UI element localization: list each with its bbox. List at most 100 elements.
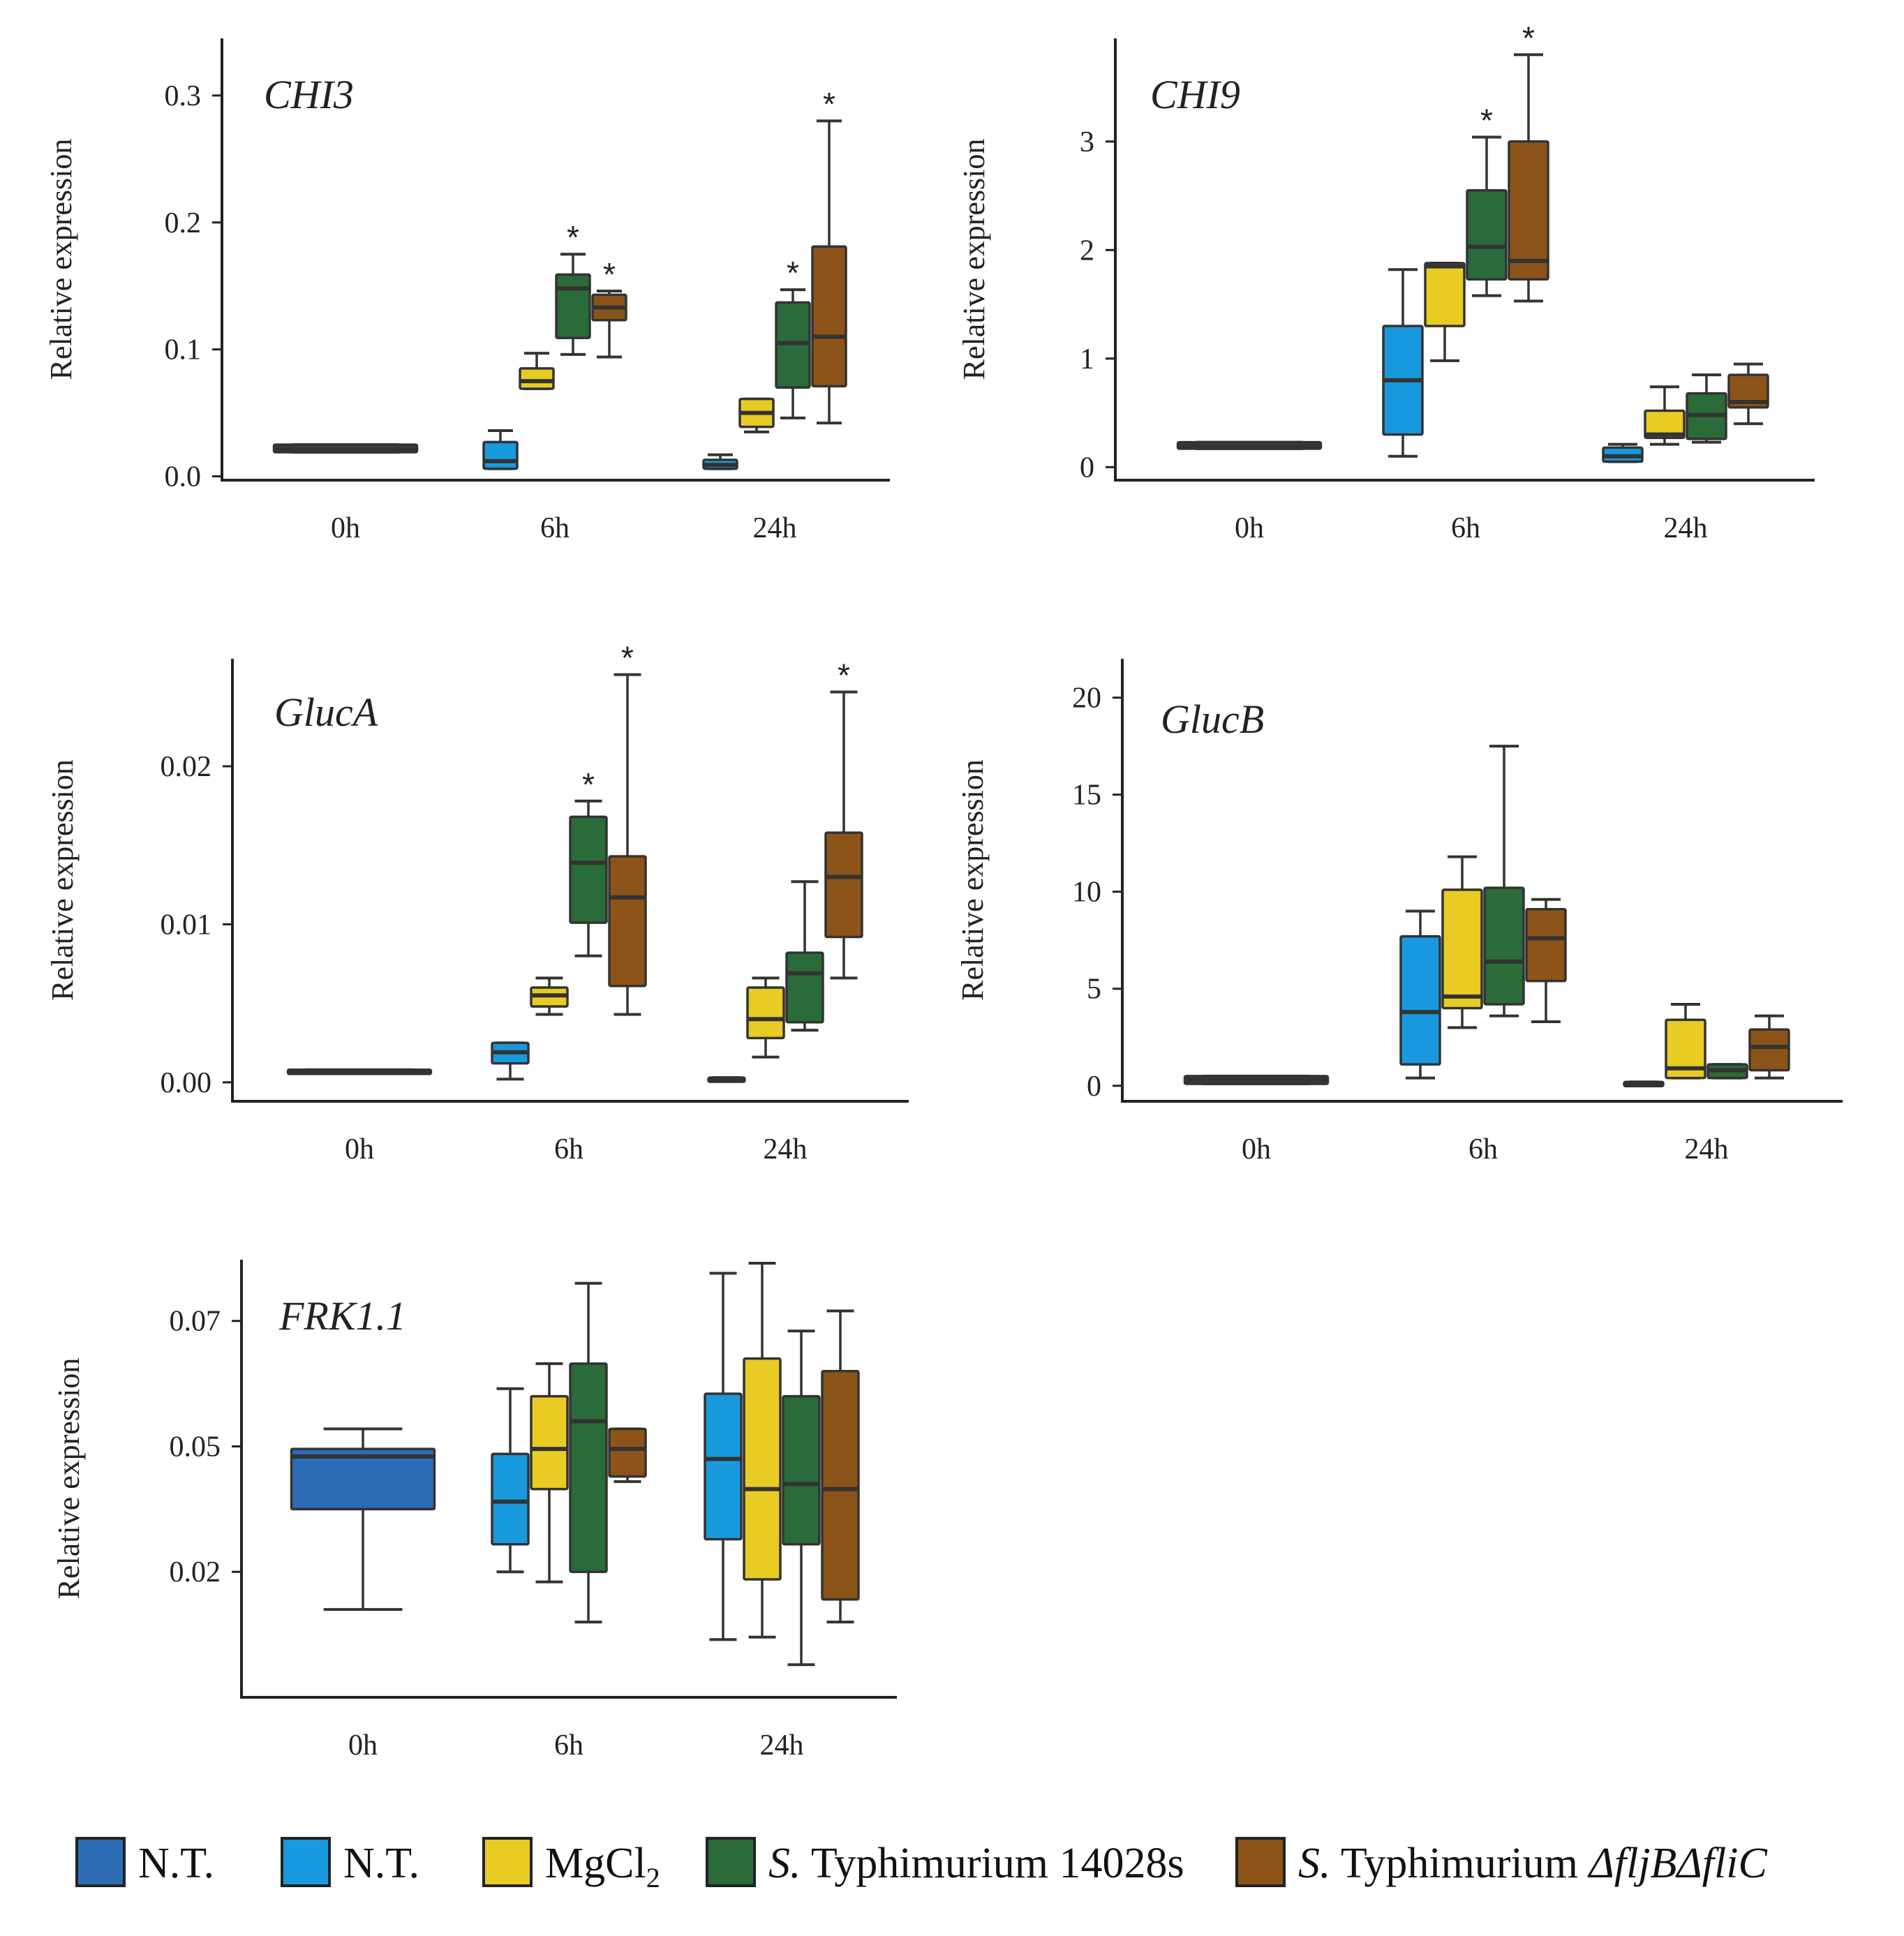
box-body [811, 245, 847, 388]
box-body [569, 1362, 608, 1573]
y-tick-label: 0 [1080, 452, 1094, 484]
legend-swatch [482, 1837, 533, 1887]
box-24h-st [785, 880, 824, 1032]
y-tick-label: 0 [1087, 1071, 1101, 1103]
y-tick-label: 15 [1072, 780, 1101, 812]
significance-star: * [582, 766, 595, 803]
box-6h-mut: * [608, 640, 647, 1016]
y-tick-label: 0.00 [161, 1067, 212, 1099]
significance-star: * [621, 640, 634, 676]
box-24h-st: * [775, 255, 811, 419]
box-6h-mg [1424, 261, 1466, 362]
legend-text-main: N.T. [138, 1840, 214, 1887]
y-tick-label: 0.07 [170, 1306, 221, 1338]
box-6h-st: * [569, 766, 608, 958]
y-axis-title: Relative expression [52, 1358, 86, 1600]
legend-swatch [281, 1837, 331, 1887]
box-6h-mut [1525, 898, 1567, 1023]
box-24h-nt [702, 453, 738, 470]
panel-chi9: 0 1 2 3 0h 6h 24h Relative expression CHI9 * * [957, 20, 1815, 544]
box-body [555, 273, 591, 340]
legend-swatch [75, 1837, 126, 1887]
box-body [1727, 373, 1769, 409]
box-24h-mg [738, 397, 775, 433]
panel-title: FRK1.1 [278, 1293, 406, 1339]
box-body [782, 1394, 821, 1546]
box-24h-mg [1644, 385, 1686, 446]
box-0h-nt0 [1183, 1074, 1330, 1085]
box-24h-nt [704, 1272, 743, 1641]
legend-item-nt: N.T. [281, 1837, 419, 1887]
box-body [1441, 888, 1483, 1010]
box-24h-mg [743, 1262, 782, 1639]
significance-star: * [787, 255, 799, 291]
y-tick-label: 0.02 [170, 1556, 221, 1588]
box-body [746, 986, 785, 1040]
y-tick-label: 0.05 [170, 1431, 221, 1463]
y-tick-label: 0.1 [165, 334, 202, 366]
legend-label: N.T. [138, 1840, 214, 1887]
y-axis-title: Relative expression [955, 759, 990, 1001]
box-6h-nt [491, 1387, 530, 1574]
y-tick-label: 2 [1080, 234, 1094, 267]
y-tick-label: 0.2 [165, 207, 202, 239]
y-tick-label: 5 [1087, 974, 1101, 1006]
panel-chi3: 0.0 0.1 0.2 0.3 0h 6h 24h Relative expression CH… [44, 38, 890, 544]
significance-star: * [823, 86, 835, 122]
x-tick-label: 24h [760, 1729, 804, 1762]
box-24h-st [782, 1330, 821, 1667]
panel-title: CHI9 [1150, 72, 1240, 117]
box-body [821, 1369, 860, 1601]
legend-item-mut: S. Typhimurium ΔfljBΔfliC [1235, 1837, 1767, 1887]
y-tick-label: 0.01 [161, 909, 212, 941]
box-0h-nt0 [286, 1068, 433, 1075]
panel-frk1-1: 0.02 0.05 0.07 0h 6h 24h Relative expression FR… [52, 1260, 897, 1762]
box-body [1466, 188, 1508, 281]
box-0h-nt0 [290, 1427, 436, 1611]
legend-italic-2: ΔfljBΔfliC [1586, 1840, 1767, 1887]
legend-item-nt0: N.T. [75, 1837, 214, 1887]
legend: N.T. N.T. MgCl2 S. Typhimurium 14028s S. Typ… [75, 1837, 1767, 1893]
panel-title: GlucA [274, 690, 378, 735]
box-6h-mg [530, 976, 569, 1016]
box-body [482, 440, 519, 470]
box-0h-nt0 [1176, 440, 1323, 450]
box-6h-st [1483, 745, 1525, 1018]
box-body [824, 831, 863, 939]
panels: 0.0 0.1 0.2 0.3 0h 6h 24h Relative expression CH… [44, 20, 1843, 1762]
y-axis-title: Relative expression [45, 759, 80, 1001]
legend-item-st: S. Typhimurium 14028s [706, 1837, 1184, 1887]
x-tick-label: 0h [331, 512, 360, 544]
box-body [290, 1447, 436, 1511]
y-tick-label: 3 [1080, 126, 1094, 158]
legend-swatch [706, 1837, 756, 1887]
box-24h-st [1686, 373, 1727, 444]
legend-label: S. Typhimurium ΔfljBΔfliC [1298, 1840, 1767, 1887]
significance-star: * [567, 219, 579, 255]
box-24h-nt [1623, 1080, 1665, 1087]
box-24h-mut [1748, 1014, 1790, 1080]
box-24h-st [1706, 1063, 1748, 1080]
panel-title: CHI3 [264, 72, 354, 117]
box-6h-mut [608, 1427, 647, 1483]
box-6h-nt [1399, 909, 1441, 1080]
significance-star: * [1522, 20, 1535, 56]
box-body [519, 367, 555, 390]
box-6h-nt [491, 1041, 530, 1081]
y-axis-title: Relative expression [44, 139, 78, 380]
box-body [491, 1452, 530, 1546]
x-tick-label: 0h [1242, 1133, 1271, 1166]
box-24h-mg [1665, 1002, 1706, 1080]
legend-label: S. Typhimurium 14028s [768, 1840, 1184, 1887]
box-6h-st: * [1466, 103, 1508, 297]
box-6h-mg [1441, 855, 1483, 1029]
x-tick-label: 24h [1664, 512, 1708, 544]
box-body [608, 855, 647, 988]
x-tick-label: 6h [554, 1729, 583, 1762]
box-6h-mut: * [1508, 20, 1549, 303]
box-body [1424, 262, 1466, 327]
box-24h-nt [1602, 442, 1644, 463]
box-body [785, 951, 824, 1024]
legend-italic: S. [1298, 1840, 1331, 1887]
y-tick-label: 0.0 [165, 461, 202, 493]
